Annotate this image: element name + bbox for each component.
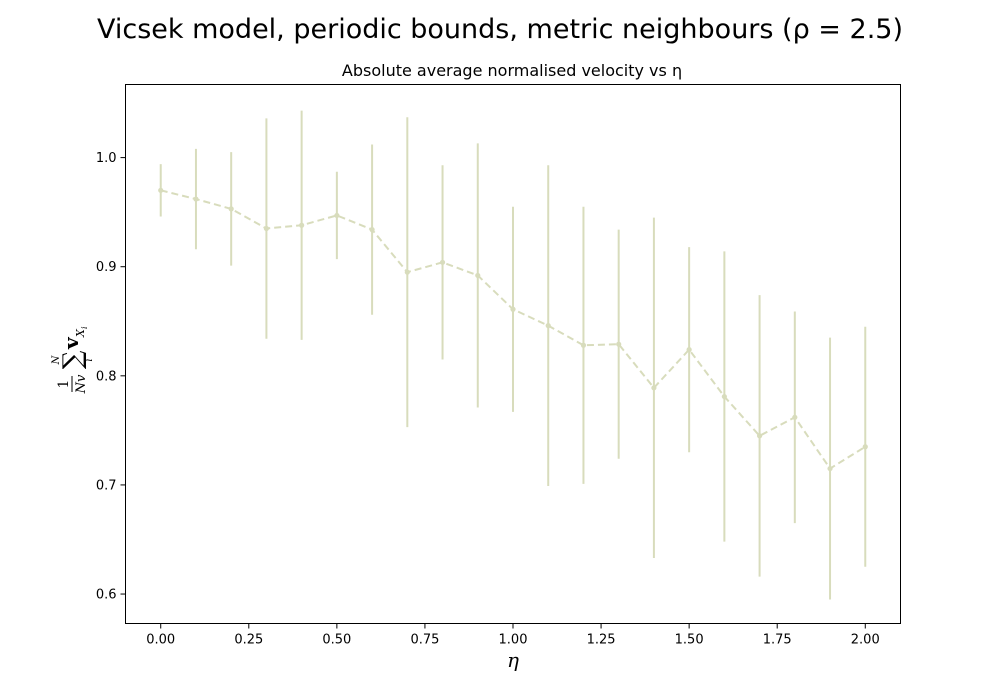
data-point xyxy=(616,341,622,347)
x-tick-label: 1.00 xyxy=(499,633,528,648)
svg-text:1: 1 xyxy=(56,380,72,389)
data-point xyxy=(510,306,516,312)
data-point xyxy=(475,272,481,279)
x-tick-label: 0.25 xyxy=(234,633,263,648)
data-point xyxy=(792,414,798,420)
y-axis-label: 1 Nv N ∑ i v X i xyxy=(51,326,95,394)
x-tick-label: 1.50 xyxy=(675,633,704,648)
data-point xyxy=(651,385,657,391)
y-tick-label: 1.0 xyxy=(96,151,117,166)
data-point xyxy=(263,225,270,232)
data-point xyxy=(580,342,587,348)
svg-text:Nv: Nv xyxy=(74,374,89,394)
data-point xyxy=(439,259,446,265)
data-point xyxy=(228,206,234,212)
data-point xyxy=(827,465,833,472)
svg-text:i: i xyxy=(84,358,95,361)
y-tick-label: 0.9 xyxy=(96,260,117,275)
svg-text:v: v xyxy=(59,336,83,350)
svg-text:X: X xyxy=(74,328,87,338)
data-point xyxy=(404,269,410,275)
data-point xyxy=(686,347,692,353)
data-point xyxy=(862,444,868,450)
y-tick-label: 0.7 xyxy=(96,478,117,493)
plot-area xyxy=(158,110,868,600)
x-tick-label: 1.75 xyxy=(763,633,792,648)
svg-text:i: i xyxy=(80,326,89,329)
y-tick-label: 0.8 xyxy=(96,369,117,384)
x-tick-label: 0.75 xyxy=(410,633,439,648)
chart-title: Absolute average normalised velocity vs … xyxy=(342,61,682,80)
svg-text:N: N xyxy=(51,354,62,365)
data-point xyxy=(545,323,551,329)
data-point xyxy=(334,212,340,219)
data-point xyxy=(193,196,199,202)
data-point xyxy=(369,227,375,233)
data-point xyxy=(299,222,305,228)
x-axis-label: η xyxy=(507,648,519,672)
figure-suptitle: Vicsek model, periodic bounds, metric ne… xyxy=(97,14,903,45)
x-tick-label: 0.50 xyxy=(322,633,351,648)
x-tick-label: 0.00 xyxy=(146,633,175,648)
data-point xyxy=(756,433,763,439)
y-axis: 0.6 0.7 0.8 0.9 1.0 xyxy=(96,151,126,603)
x-axis: 0.00 0.25 0.50 0.75 1.00 1.25 1.50 1.75 2.00 xyxy=(146,623,880,648)
data-point xyxy=(158,187,164,193)
y-tick-label: 0.6 xyxy=(96,588,117,603)
x-tick-label: 1.25 xyxy=(587,633,616,648)
svg-text:∑: ∑ xyxy=(58,350,88,369)
x-tick-label: 2.00 xyxy=(851,633,880,648)
data-point xyxy=(721,393,727,400)
